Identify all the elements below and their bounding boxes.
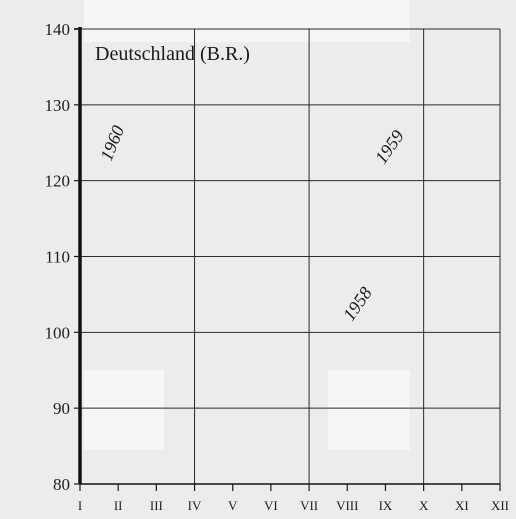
y-axis-ticks: 80 90 100 110 120 130 140 bbox=[45, 20, 80, 494]
y-tick-label: 140 bbox=[45, 20, 71, 39]
series-label-1960: 1960 bbox=[96, 123, 128, 164]
x-tick-label: XII bbox=[491, 498, 509, 513]
y-tick-label: 80 bbox=[53, 475, 70, 494]
y-tick-label: 120 bbox=[45, 172, 71, 191]
x-tick-label: IX bbox=[379, 498, 393, 513]
x-tick-label: V bbox=[228, 498, 238, 513]
y-tick-label: 130 bbox=[45, 96, 71, 115]
grid bbox=[80, 28, 501, 484]
series-label-1959: 1959 bbox=[371, 126, 408, 167]
y-tick-label: 110 bbox=[45, 248, 70, 267]
x-tick-label: VII bbox=[300, 498, 318, 513]
background-patch bbox=[84, 370, 164, 450]
series-label-1958: 1958 bbox=[339, 283, 376, 324]
x-axis-ticks: I II III IV V VI VII VIII IX X XI XII bbox=[78, 484, 509, 513]
x-tick-label: X bbox=[419, 498, 429, 513]
x-tick-label: XI bbox=[455, 498, 469, 513]
x-tick-label: IV bbox=[188, 498, 202, 513]
x-tick-label: II bbox=[114, 498, 123, 513]
x-tick-label: III bbox=[150, 498, 163, 513]
x-tick-label: VI bbox=[264, 498, 278, 513]
y-tick-label: 90 bbox=[53, 399, 70, 418]
chart-title: Deutschland (B.R.) bbox=[95, 43, 250, 65]
x-tick-label: VIII bbox=[336, 498, 358, 513]
x-tick-label: I bbox=[78, 498, 82, 513]
y-tick-label: 100 bbox=[45, 323, 71, 342]
series-labels: 1960 1959 1958 bbox=[96, 123, 408, 325]
background-patch bbox=[328, 370, 410, 450]
background-patch bbox=[84, 0, 410, 42]
